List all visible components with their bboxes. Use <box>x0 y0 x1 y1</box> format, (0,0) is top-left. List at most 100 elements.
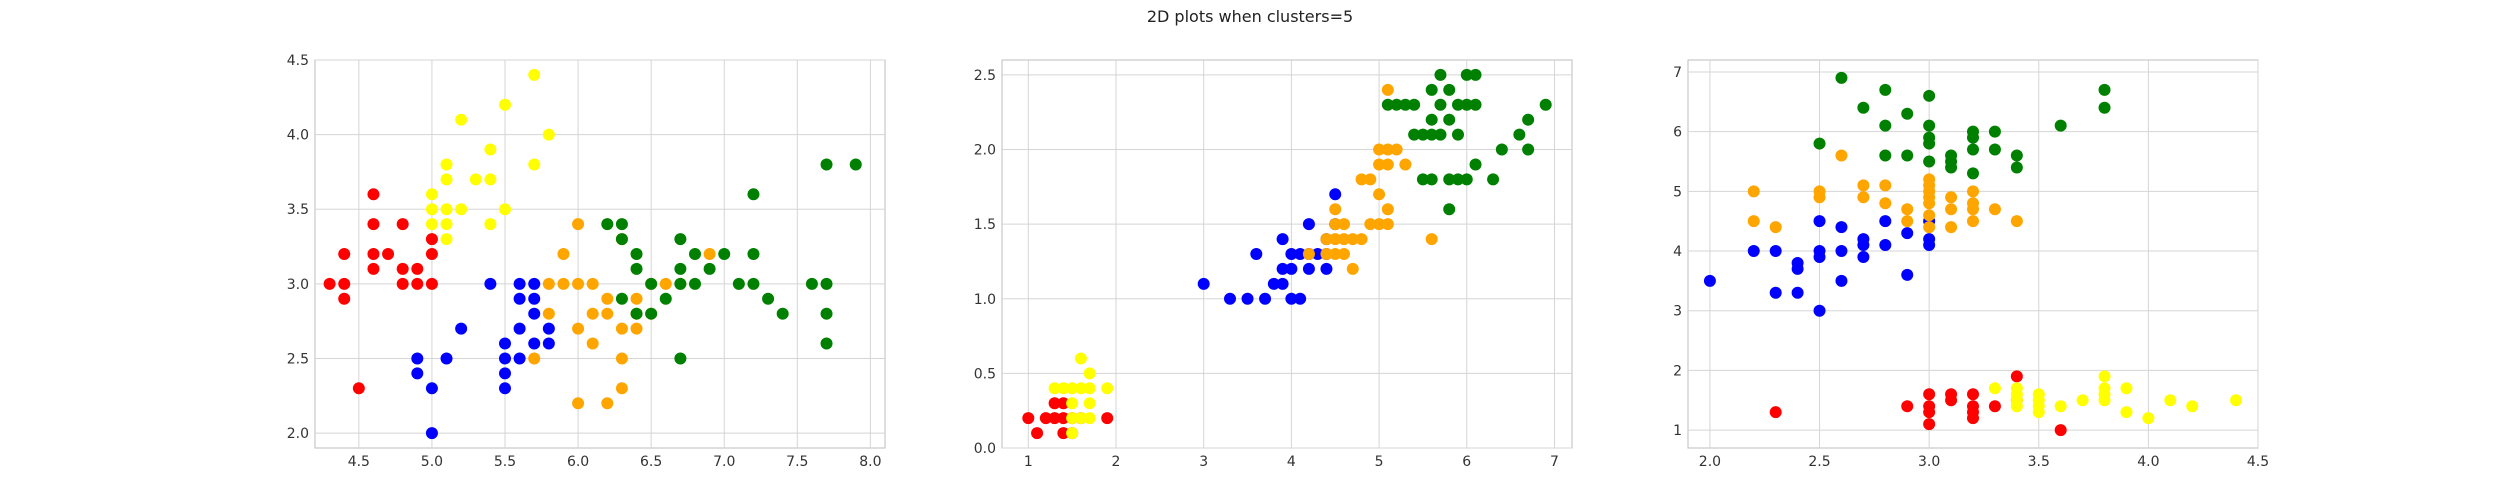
scatter-point <box>1083 412 1096 425</box>
scatter-series-4 <box>1747 149 2023 234</box>
scatter-point <box>776 307 789 320</box>
scatter-point <box>1399 158 1412 171</box>
scatter-point <box>1048 382 1061 395</box>
scatter-point <box>528 292 541 305</box>
scatter-point <box>1469 158 1482 171</box>
scatter-point <box>425 218 438 231</box>
scatter-point <box>2098 83 2111 96</box>
scatter-point <box>1835 221 1848 234</box>
scatter-point <box>1022 412 1035 425</box>
scatter-point <box>586 307 599 320</box>
scatter-point <box>1373 158 1386 171</box>
scatter-point <box>382 248 395 260</box>
x-tick-label: 6.0 <box>567 454 589 470</box>
y-tick-label: 2 <box>1673 363 1682 379</box>
scatter-point <box>484 277 497 290</box>
scatter-point <box>615 233 628 246</box>
scatter-point <box>1923 400 1936 413</box>
x-tick-label: 2 <box>1112 454 1121 470</box>
scatter-point <box>1197 277 1210 290</box>
scatter-point <box>1945 203 1958 216</box>
scatter-point <box>1857 250 1870 263</box>
scatter-point <box>805 277 818 290</box>
x-tick-label: 2.5 <box>1808 454 1830 470</box>
scatter-point <box>1083 367 1096 380</box>
scatter-point <box>1408 98 1421 111</box>
y-tick-label: 1.5 <box>974 217 996 233</box>
scatter-point <box>1320 248 1333 260</box>
y-tick-label: 5 <box>1673 184 1682 200</box>
scatter-point <box>1901 400 1914 413</box>
y-tick-label: 2.0 <box>287 426 309 442</box>
scatter-point <box>747 248 760 260</box>
y-tick-label: 0.5 <box>974 366 996 382</box>
scatter-point <box>1835 71 1848 84</box>
scatter-point <box>1769 221 1782 234</box>
scatter-series-1 <box>1769 370 2067 437</box>
scatter-point <box>601 397 614 410</box>
scatter-point <box>1408 128 1421 141</box>
scatter-point <box>1813 215 1826 228</box>
x-tick-label: 8.0 <box>859 454 881 470</box>
scatter-point <box>1813 137 1826 150</box>
scatter-point <box>1285 292 1298 305</box>
scatter-point <box>425 233 438 246</box>
scatter-point <box>499 367 511 380</box>
scatter-point <box>1988 125 2001 138</box>
scatter-point <box>674 277 687 290</box>
y-tick-label: 2.0 <box>974 143 996 159</box>
scatter-point <box>1294 248 1307 260</box>
x-tick-label: 5 <box>1375 454 1384 470</box>
scatter-point <box>2054 424 2067 437</box>
scatter-point <box>440 218 453 231</box>
scatter-point <box>1879 215 1892 228</box>
scatter-point <box>732 277 745 290</box>
scatter-point <box>528 158 541 171</box>
scatter-point <box>1539 98 1552 111</box>
scatter-point <box>1967 185 1979 198</box>
scatter-point <box>513 352 526 365</box>
scatter-point <box>1967 400 1979 413</box>
scatter-point <box>1443 83 1456 96</box>
scatter-point <box>469 173 482 186</box>
scatter-point <box>1901 268 1914 281</box>
scatter-point <box>499 98 511 111</box>
scatter-point <box>572 397 585 410</box>
x-tick-label: 2.0 <box>1699 454 1721 470</box>
scatter-point <box>1923 173 1936 186</box>
x-tick-label: 4.0 <box>2137 454 2159 470</box>
scatter-point <box>367 262 380 275</box>
scatter-point <box>1452 98 1464 111</box>
x-tick-label: 3.5 <box>2028 454 2050 470</box>
scatter-point <box>615 352 628 365</box>
scatter-point <box>323 277 336 290</box>
scatter-point <box>1791 286 1804 299</box>
scatter-point <box>542 128 555 141</box>
scatter-point <box>440 173 453 186</box>
scatter-point <box>572 277 585 290</box>
x-tick-label: 7.0 <box>713 454 735 470</box>
y-tick-label: 2.5 <box>287 351 309 367</box>
scatter-point <box>1066 397 1079 410</box>
scatter-point <box>425 277 438 290</box>
scatter-point <box>1329 233 1342 246</box>
scatter-point <box>601 307 614 320</box>
scatter-point <box>1988 203 2001 216</box>
scatter-point <box>1945 388 1958 401</box>
scatter-point <box>615 322 628 335</box>
scatter-point <box>2076 394 2089 407</box>
scatter-point <box>2120 382 2133 395</box>
scatter-point <box>528 277 541 290</box>
scatter-series-1 <box>323 188 438 395</box>
scatter-point <box>1285 262 1298 275</box>
scatter-point <box>1443 203 1456 216</box>
scatter-point <box>1879 239 1892 252</box>
scatter-point <box>747 277 760 290</box>
scatter-point <box>1769 245 1782 258</box>
scatter-point <box>615 382 628 395</box>
scatter-point <box>499 203 511 216</box>
y-tick-label: 3.5 <box>287 202 309 218</box>
scatter-point <box>1923 89 1936 102</box>
scatter-point <box>1425 233 1438 246</box>
scatter-point <box>1747 185 1760 198</box>
